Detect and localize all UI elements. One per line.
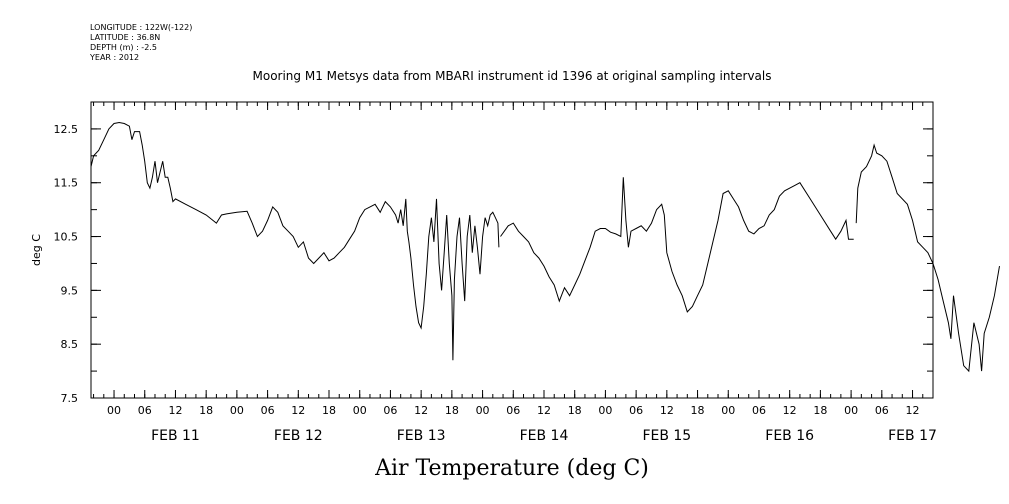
x-tick-label: 06 — [875, 404, 889, 417]
x-tick-label: 00 — [598, 404, 612, 417]
series-line-segment — [500, 177, 854, 313]
x-tick-label: 06 — [629, 404, 643, 417]
x-day-label: FEB 11 — [151, 428, 200, 444]
y-tick-label: 10.5 — [54, 231, 79, 244]
x-tick-label: 12 — [291, 404, 305, 417]
longitude-label: LONGITUDE : 122W(-122) — [90, 23, 192, 32]
x-tick-label: 12 — [783, 404, 797, 417]
x-tick-label: 18 — [568, 404, 582, 417]
y-tick-label: 8.5 — [61, 338, 79, 351]
x-day-label: FEB 17 — [888, 428, 937, 444]
x-tick-label: 00 — [230, 404, 244, 417]
x-tick-label: 06 — [506, 404, 520, 417]
x-tick-label: 18 — [445, 404, 459, 417]
x-day-label: FEB 12 — [274, 428, 323, 444]
x-tick-label: 12 — [906, 404, 920, 417]
x-day-label: FEB 16 — [765, 428, 814, 444]
x-tick-label: 00 — [107, 404, 121, 417]
minor-ticks — [91, 101, 934, 399]
y-axis-label: deg C — [30, 234, 43, 266]
depth-label: DEPTH (m) : -2.5 — [90, 43, 157, 52]
series-air-temperature — [90, 121, 1000, 373]
x-tick-label: 06 — [383, 404, 397, 417]
x-tick-label: 12 — [537, 404, 551, 417]
x-tick-label: 12 — [660, 404, 674, 417]
x-tick-label: 00 — [721, 404, 735, 417]
x-tick-label: 06 — [138, 404, 152, 417]
plot-frame — [90, 101, 934, 399]
year-label: YEAR : 2012 — [89, 53, 139, 62]
x-tick-label: 06 — [261, 404, 275, 417]
chart-title: Mooring M1 Metsys data from MBARI instru… — [253, 69, 772, 83]
x-tick-label: 12 — [414, 404, 428, 417]
x-day-label: FEB 13 — [397, 428, 446, 444]
x-tick-label: 00 — [844, 404, 858, 417]
y-tick-label: 11.5 — [54, 177, 79, 190]
x-tick-label: 18 — [322, 404, 336, 417]
y-axis-ticks: 7.5 8.5 9.5 10.5 11.5 12.5 — [54, 123, 933, 405]
x-tick-label: 00 — [353, 404, 367, 417]
x-day-label: FEB 14 — [520, 428, 569, 444]
x-tick-label: 12 — [168, 404, 182, 417]
x-tick-label: 00 — [476, 404, 490, 417]
x-day-label: FEB 15 — [642, 428, 691, 444]
series-line-segment — [855, 143, 1000, 373]
x-tick-label: 18 — [813, 404, 827, 417]
x-axis-ticks: 00 06 12 18 00 06 12 18 00 06 12 18 00 06 12 18 00 06 12 18… — [107, 102, 937, 444]
x-tick-label: 06 — [752, 404, 766, 417]
y-tick-label: 7.5 — [61, 392, 79, 405]
series-line-segment — [90, 121, 500, 361]
x-axis-label: Air Temperature (deg C) — [374, 456, 649, 481]
y-tick-label: 12.5 — [54, 123, 79, 136]
y-tick-label: 9.5 — [61, 284, 79, 297]
latitude-label: LATITUDE : 36.8N — [90, 33, 160, 42]
x-tick-label: 18 — [199, 404, 213, 417]
x-tick-label: 18 — [691, 404, 705, 417]
